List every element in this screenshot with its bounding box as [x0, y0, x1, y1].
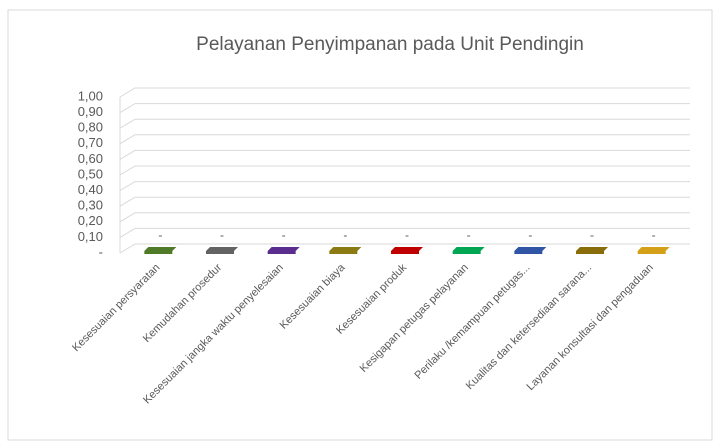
grid-line [119, 87, 690, 98]
data-label: - [220, 228, 224, 242]
y-tick-label: 0,20 [78, 213, 103, 228]
y-tick-label: 0,70 [78, 135, 103, 150]
grid-line [119, 212, 690, 223]
bar [144, 247, 177, 254]
data-label: - [528, 228, 532, 242]
grid-line [119, 196, 690, 207]
grid-line [119, 118, 690, 129]
y-tick-label: 0,80 [78, 120, 103, 135]
bar [329, 247, 362, 254]
y-tick-label: 0,40 [78, 182, 103, 197]
bar [206, 247, 238, 254]
grid-line [119, 149, 690, 160]
y-tick-label: 0,90 [78, 104, 103, 119]
bar [637, 247, 670, 254]
bar [514, 247, 547, 254]
y-tick-label: - [99, 244, 103, 259]
grid-line [119, 165, 690, 176]
data-label: - [405, 228, 409, 242]
y-tick-label: 0,30 [78, 198, 103, 213]
y-tick-label: 0,10 [78, 229, 103, 244]
bar [391, 247, 423, 254]
grid-line [119, 134, 690, 145]
data-label: - [467, 228, 471, 242]
grid-line [119, 243, 690, 254]
bar [267, 247, 300, 254]
bar [576, 247, 608, 254]
grid-line [119, 227, 690, 238]
grid-line [119, 103, 690, 114]
data-label: - [282, 228, 286, 242]
y-tick-label: 1,00 [78, 88, 103, 103]
y-tick-label: 0,50 [78, 166, 103, 181]
data-label: - [590, 228, 594, 242]
chart-title: Pelayanan Penyimpanan pada Unit Pendingi… [196, 34, 584, 55]
data-label: - [343, 228, 347, 242]
data-label: - [158, 228, 162, 242]
data-label: - [652, 228, 656, 242]
grid-line [119, 181, 690, 192]
bar [452, 247, 485, 254]
chart-frame [7, 9, 713, 441]
y-tick-label: 0,60 [78, 151, 103, 166]
